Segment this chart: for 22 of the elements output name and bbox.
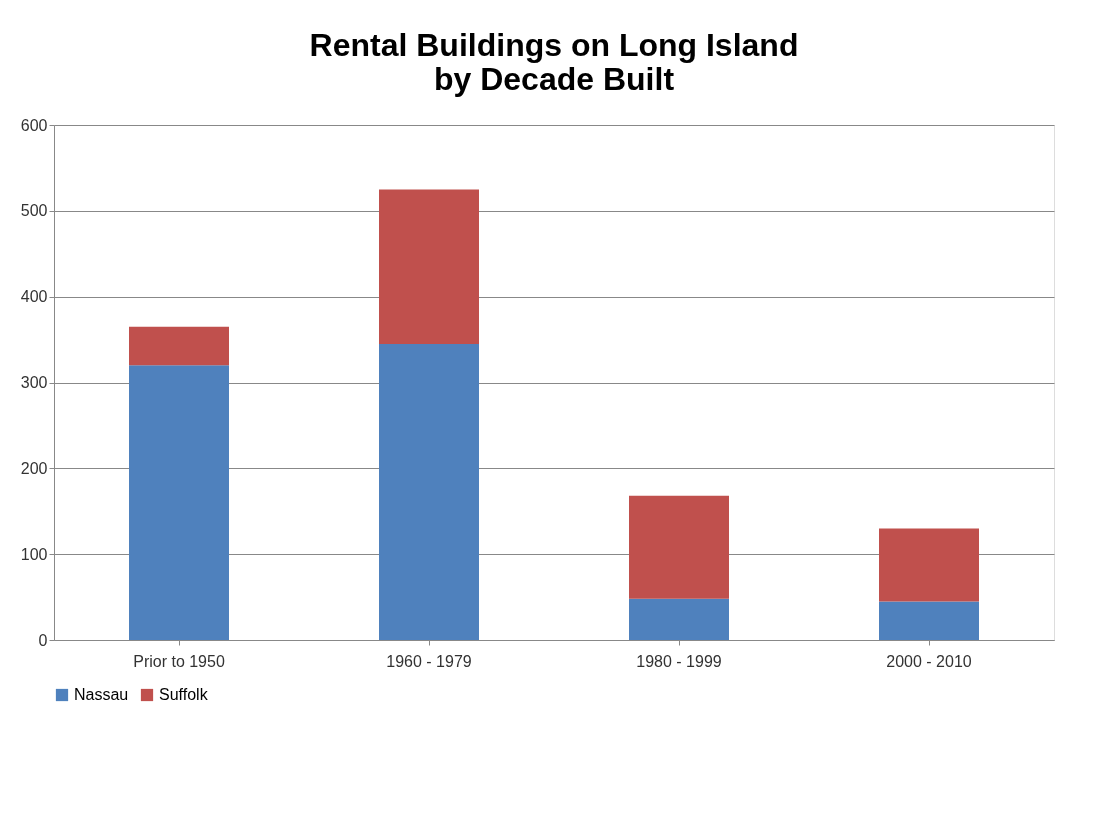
bar: [379, 343, 479, 640]
x-tick-label: 1960 - 1979: [386, 652, 472, 670]
y-tick-label: 0: [38, 631, 48, 649]
legend-label: Nassau: [74, 686, 129, 703]
bar: [629, 495, 729, 599]
bar: [129, 365, 229, 640]
y-tick-label: 400: [20, 288, 48, 306]
bar: [129, 326, 229, 366]
y-tick-label: 300: [20, 374, 48, 391]
x-tick-label: 1980 - 1999: [636, 652, 722, 670]
y-tick-label: 100: [20, 545, 48, 563]
bar: [879, 528, 979, 602]
bar: [879, 601, 979, 640]
legend-label: Suffolk: [159, 686, 209, 703]
y-tick-label: 500: [20, 202, 48, 220]
x-tick-label: 2000 - 2010: [886, 652, 972, 670]
bar: [629, 598, 729, 640]
chart-title: Rental Buildings on Long Island by Decade Built: [309, 27, 799, 97]
y-tick-label: 600: [20, 116, 48, 134]
x-tick-label: Prior to 1950: [133, 652, 225, 670]
y-tick-label: 200: [20, 459, 48, 477]
bar: [379, 189, 479, 344]
